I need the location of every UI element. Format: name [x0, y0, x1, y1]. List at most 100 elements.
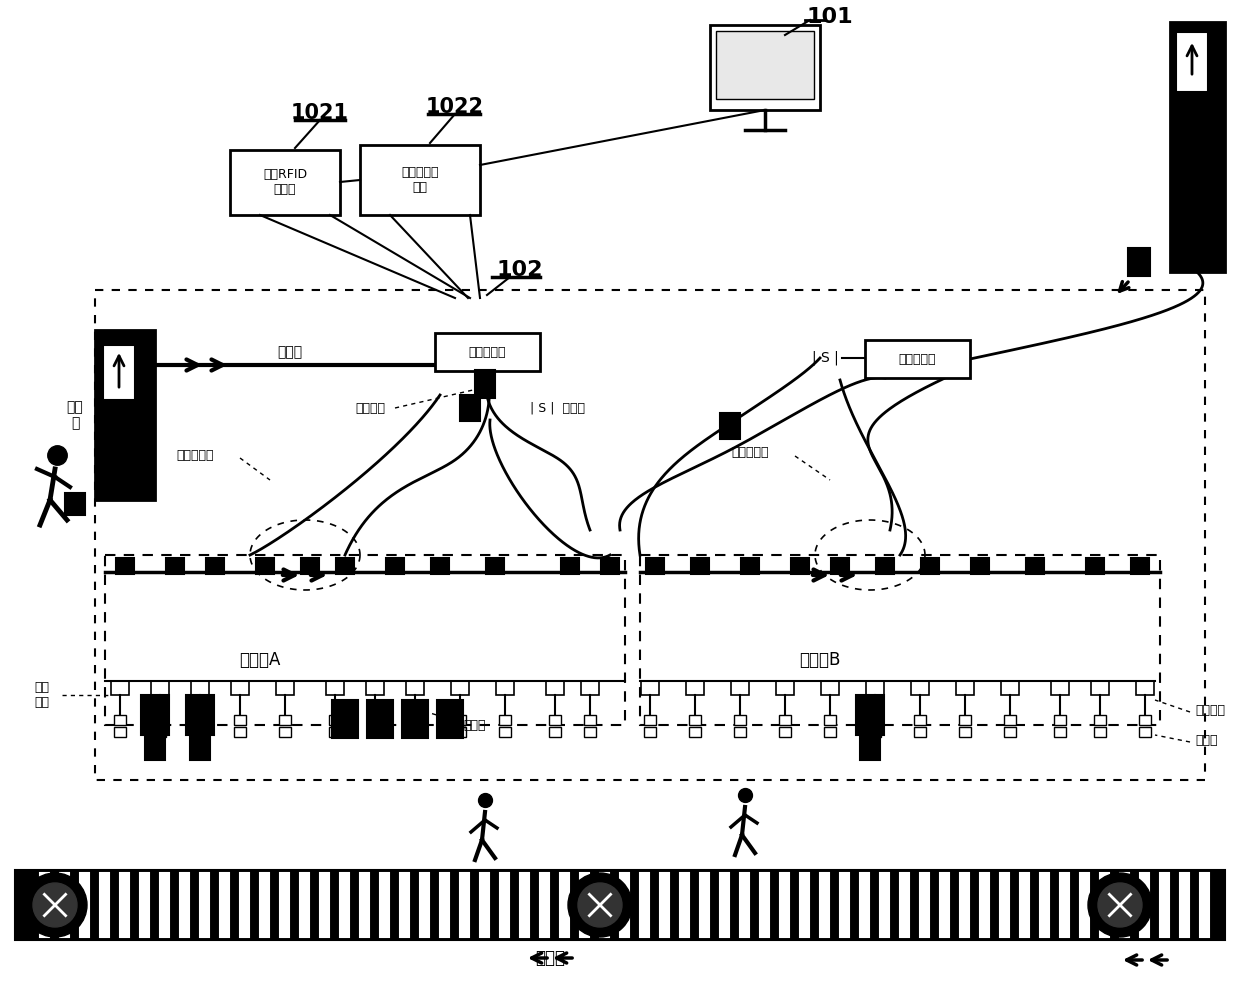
Bar [999, 873, 1009, 937]
Bar [436, 700, 463, 738]
Text: 1022: 1022 [427, 97, 484, 117]
Bar [959, 715, 971, 725]
Bar [141, 695, 169, 735]
Bar [300, 873, 309, 937]
Bar [1040, 873, 1049, 937]
Bar [911, 681, 929, 695]
Bar [1021, 873, 1029, 937]
Bar [825, 715, 836, 725]
Bar [454, 727, 466, 737]
Bar [1140, 727, 1151, 737]
Bar [1159, 873, 1169, 937]
Bar [475, 370, 495, 398]
Bar [370, 715, 381, 725]
Bar [366, 681, 384, 695]
Bar [584, 715, 596, 725]
Bar [496, 681, 515, 695]
Bar [379, 873, 389, 937]
Bar [1120, 873, 1128, 937]
Bar [686, 681, 704, 695]
Text: 传送带: 传送带 [534, 949, 565, 967]
Bar [680, 873, 689, 937]
Bar [779, 727, 791, 737]
Bar [114, 715, 126, 725]
Bar [875, 558, 894, 574]
Text: 主干线: 主干线 [278, 345, 303, 359]
Bar [914, 727, 926, 737]
Bar [154, 715, 166, 725]
Bar [151, 681, 169, 695]
Bar [451, 681, 469, 695]
Bar [914, 715, 926, 725]
Bar [81, 873, 89, 937]
Bar [856, 695, 884, 735]
Bar [1080, 873, 1089, 937]
Bar [1054, 715, 1066, 725]
Bar [329, 715, 341, 725]
Bar [60, 873, 69, 937]
Bar [114, 727, 126, 737]
Bar [1004, 727, 1016, 737]
Bar [1131, 558, 1149, 574]
Circle shape [1087, 873, 1152, 937]
Bar [480, 873, 489, 937]
Bar [326, 681, 343, 695]
Bar [971, 558, 990, 574]
Circle shape [1097, 883, 1142, 927]
Bar [64, 493, 86, 515]
Bar [1140, 873, 1149, 937]
Text: 102: 102 [497, 260, 543, 280]
Bar [734, 727, 746, 737]
Text: 第一RFID
读卡器: 第一RFID 读卡器 [263, 168, 308, 196]
Bar [644, 727, 656, 737]
Bar [154, 727, 166, 737]
Bar [689, 727, 701, 737]
Bar [301, 558, 319, 574]
Bar [1086, 558, 1104, 574]
Bar [260, 873, 269, 937]
Bar [780, 873, 789, 937]
Bar [320, 873, 329, 937]
Bar [15, 870, 1225, 940]
Circle shape [568, 873, 632, 937]
Bar [779, 715, 791, 725]
Bar [959, 727, 971, 737]
Bar [940, 873, 949, 937]
Bar [734, 715, 746, 725]
Bar [486, 558, 503, 574]
Bar [701, 873, 709, 937]
Bar [539, 873, 549, 937]
Bar [560, 558, 579, 574]
Bar [386, 558, 404, 574]
Bar [112, 681, 129, 695]
Text: 上线转化口: 上线转化口 [176, 448, 213, 461]
Bar [332, 700, 358, 738]
Text: 提升
机: 提升 机 [67, 400, 83, 430]
Bar [432, 558, 449, 574]
Bar [234, 727, 246, 737]
Bar [1171, 22, 1225, 272]
Bar [831, 558, 849, 574]
Bar [691, 558, 709, 574]
Bar [279, 715, 291, 725]
Bar [206, 558, 224, 574]
Bar [715, 31, 813, 99]
Bar [280, 873, 289, 937]
Bar [329, 727, 341, 737]
Bar [1128, 248, 1149, 276]
Bar [145, 735, 165, 760]
Bar [360, 145, 480, 215]
Bar [498, 727, 511, 737]
Bar [1094, 715, 1106, 725]
Circle shape [24, 873, 87, 937]
Bar [1176, 32, 1208, 92]
Bar [336, 558, 353, 574]
Bar [601, 558, 619, 574]
Text: 阻挡器: 阻挡器 [1195, 733, 1218, 746]
Bar [402, 700, 428, 738]
Bar [1100, 873, 1109, 937]
Bar [640, 555, 1159, 725]
Bar [866, 340, 970, 378]
Text: | S |: | S | [812, 351, 838, 366]
Bar [584, 727, 596, 737]
